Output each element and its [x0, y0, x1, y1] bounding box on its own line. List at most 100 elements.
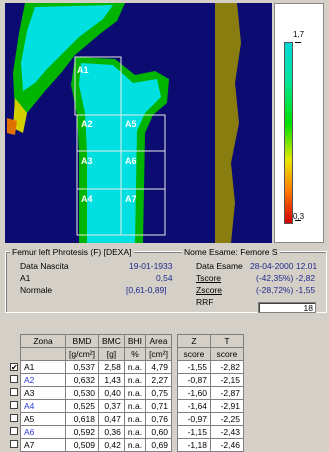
row-checkbox [10, 373, 21, 387]
table-row[interactable]: ✔ A1 0,537 2,58 n.a. 4,79 -1,55 -2,82 [10, 360, 244, 374]
z-score-cell: -0,97 [176, 412, 211, 426]
unit-area: [cm²] [145, 347, 172, 361]
row-gap [171, 412, 178, 426]
col-header-bmd[interactable]: BMD [65, 334, 99, 348]
dexa-scan-image[interactable]: A1 A2 A5 A3 A6 A4 A7 [5, 3, 272, 243]
exam-date-value: 28-04-2000 12.01 [250, 261, 318, 271]
bhi-cell: n.a. [123, 373, 147, 387]
bhi-cell: n.a. [123, 412, 147, 426]
table-row[interactable]: A4 0,525 0,37 n.a. 0,71 -1,64 -2,91 [10, 399, 244, 413]
bhi-cell: n.a. [123, 399, 147, 413]
area-cell: 2,27 [145, 373, 172, 387]
col-header-z[interactable]: Z [176, 334, 211, 348]
column-gap [171, 334, 178, 348]
unit-gap-mid [171, 347, 178, 361]
row-select-checkbox[interactable] [10, 414, 18, 422]
row-gap [171, 360, 178, 374]
zone-cell: A1 [20, 360, 66, 374]
bhi-cell: n.a. [123, 425, 147, 439]
zscore-value: (-28,72%) -1,55 [256, 285, 316, 295]
bhi-cell: n.a. [123, 386, 147, 400]
bmc-cell: 0,37 [97, 399, 125, 413]
colorbar-bottom-label: 0,3 [293, 212, 305, 221]
checkbox-column-header [10, 334, 21, 348]
row-select-checkbox[interactable] [10, 427, 18, 435]
t-score-cell: -2,25 [209, 412, 244, 426]
col-header-t[interactable]: T [209, 334, 244, 348]
zone-cell: A3 [20, 386, 66, 400]
tscore-label: Tscore [196, 273, 222, 283]
row-gap [171, 425, 178, 439]
unit-bhi: % [123, 347, 147, 361]
row-select-checkbox[interactable] [10, 401, 18, 409]
t-score-cell: -2,82 [209, 360, 244, 374]
zone-cell: A7 [20, 438, 66, 452]
row-gap [171, 386, 178, 400]
rrf-input[interactable]: 18 [258, 302, 316, 313]
col-header-bmc[interactable]: BMC [97, 334, 125, 348]
exam-date-label: Data Esame [196, 261, 243, 271]
col-header-zona[interactable]: Zona [20, 334, 66, 348]
colorbar-bottom-tick [295, 220, 301, 221]
row-checkbox [10, 386, 21, 400]
table-row[interactable]: A5 0,618 0,47 n.a. 0,76 -0,97 -2,25 [10, 412, 244, 426]
row-select-checkbox[interactable] [10, 375, 18, 383]
z-score-cell: -0,87 [176, 373, 211, 387]
row-checkbox [10, 399, 21, 413]
roi-label-a7: A7 [125, 194, 137, 204]
exam-name-header: Nome Esame: Femore S [182, 247, 280, 257]
colorbar-panel: 1,7 0,3 [274, 3, 324, 243]
z-score-cell: -1,15 [176, 425, 211, 439]
row-select-checkbox[interactable] [10, 440, 18, 448]
row-gap [171, 399, 178, 413]
exam-info-group: Femur left Phrotesis (F) [DEXA] Nome Esa… [5, 247, 327, 313]
roi-label-a6: A6 [125, 156, 137, 166]
col-header-area[interactable]: Area [145, 334, 172, 348]
row-gap [171, 373, 178, 387]
unit-gap-left [10, 347, 21, 361]
t-score-cell: -2,87 [209, 386, 244, 400]
a1-label: A1 [20, 273, 31, 283]
bmd-cell: 0,525 [65, 399, 99, 413]
roi-label-a5: A5 [125, 119, 137, 129]
row-select-checkbox[interactable] [10, 388, 18, 396]
roi-label-a4: A4 [81, 194, 93, 204]
unit-bmd: [g/cm²] [65, 347, 99, 361]
row-gap [171, 438, 178, 452]
table-row[interactable]: A7 0,509 0,42 n.a. 0,69 -1,18 -2,46 [10, 438, 244, 452]
unit-bmc: [g] [97, 347, 125, 361]
row-checkbox [10, 438, 21, 452]
zone-cell: A5 [20, 412, 66, 426]
row-select-checkbox[interactable]: ✔ [10, 363, 18, 372]
normal-range-label: Normale [20, 285, 53, 295]
area-cell: 4,79 [145, 360, 172, 374]
z-score-cell: -1,60 [176, 386, 211, 400]
tscore-value: (-42,35%) -2,82 [256, 273, 316, 283]
zscore-label: Zscore [196, 285, 222, 295]
birth-date-label: Data Nascita [20, 261, 69, 271]
t-score-cell: -2,91 [209, 399, 244, 413]
table-row[interactable]: A6 0,592 0,36 n.a. 0,60 -1,15 -2,43 [10, 425, 244, 439]
row-checkbox [10, 412, 21, 426]
bmc-cell: 0,40 [97, 386, 125, 400]
unit-t: score [209, 347, 244, 361]
table-row[interactable]: A3 0,530 0,40 n.a. 0,75 -1,60 -2,87 [10, 386, 244, 400]
results-table: Zona BMD BMC BHI Area Z T [g/cm²] [g] % … [10, 334, 244, 452]
roi-label-a3: A3 [81, 156, 93, 166]
t-score-cell: -2,46 [209, 438, 244, 452]
normal-range-value: [0,61-0,89] [126, 285, 167, 295]
zone-cell: A2 [20, 373, 66, 387]
row-checkbox [10, 425, 21, 439]
femur-scan-graphic: A1 A2 A5 A3 A6 A4 A7 [5, 3, 272, 243]
bmd-cell: 0,632 [65, 373, 99, 387]
table-row[interactable]: A2 0,632 1,43 n.a. 2,27 -0,87 -2,15 [10, 373, 244, 387]
colorbar-top-tick [295, 42, 301, 43]
bmc-cell: 0,36 [97, 425, 125, 439]
col-header-bhi[interactable]: BHI [123, 334, 147, 348]
zone-cell: A6 [20, 425, 66, 439]
birth-date-value: 19-01-1933 [129, 261, 173, 271]
bmc-cell: 1,43 [97, 373, 125, 387]
colorbar-top-label: 1,7 [293, 30, 305, 39]
unit-z: score [176, 347, 211, 361]
bmc-cell: 2,58 [97, 360, 125, 374]
